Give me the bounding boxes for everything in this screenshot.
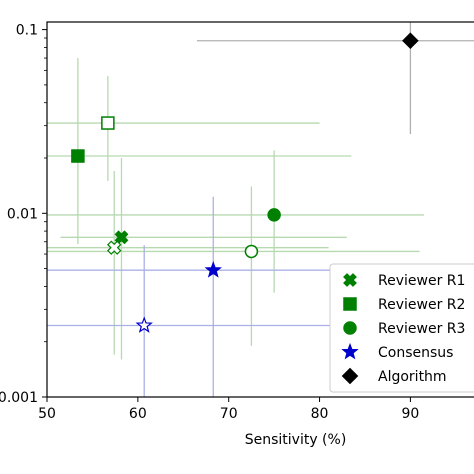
- x-tick-label: 70: [220, 406, 238, 422]
- legend-marker-algorithm: [341, 367, 359, 385]
- legend-marker-consensus: [341, 342, 359, 360]
- x-axis-label: Sensitivity (%): [245, 432, 347, 448]
- legend-box: [329, 263, 474, 393]
- data-point-reviewer-r1-open: [107, 240, 122, 255]
- x-tick-label: 80: [311, 406, 329, 422]
- legend-marker-reviewer-r3: [343, 321, 357, 335]
- x-tick-label: 60: [129, 406, 147, 422]
- data-point-algorithm: [402, 32, 419, 50]
- data-point-reviewer-r2: [71, 149, 85, 163]
- legend-marker-reviewer-r1: [343, 273, 357, 287]
- legend-label-reviewer-r1: Reviewer R1: [378, 273, 465, 289]
- legend-marker-reviewer-r2: [343, 297, 357, 311]
- markers-layer: [71, 32, 419, 333]
- data-point-reviewer-r3: [267, 208, 281, 222]
- x-tick-label: 50: [38, 406, 56, 422]
- legend-label-reviewer-r3: Reviewer R3: [378, 321, 465, 337]
- y-axis-ticks: 0.001 0.01 0.1: [0, 23, 47, 406]
- data-point-reviewer-r2-open: [101, 116, 115, 130]
- legend-label-algorithm: Algorithm: [378, 369, 447, 385]
- y-tick-label: 0.01: [7, 206, 38, 222]
- x-tick-label: 90: [401, 406, 419, 422]
- legend: Reviewer R1 Reviewer R2 Reviewer R3 Consens…: [329, 263, 474, 393]
- legend-label-reviewer-r2: Reviewer R2: [378, 297, 465, 313]
- legend-label-consensus: Consensus: [378, 345, 453, 361]
- plot-frame: [46, 21, 474, 398]
- y-tick-label: 0.001: [0, 390, 38, 406]
- data-point-consensus-open: [135, 316, 153, 333]
- data-point-reviewer-r3-open: [244, 244, 259, 259]
- x-axis-ticks: 50 60 70 80 90: [38, 397, 419, 422]
- y-tick-label: 0.1: [16, 23, 38, 39]
- data-point-consensus: [204, 261, 222, 278]
